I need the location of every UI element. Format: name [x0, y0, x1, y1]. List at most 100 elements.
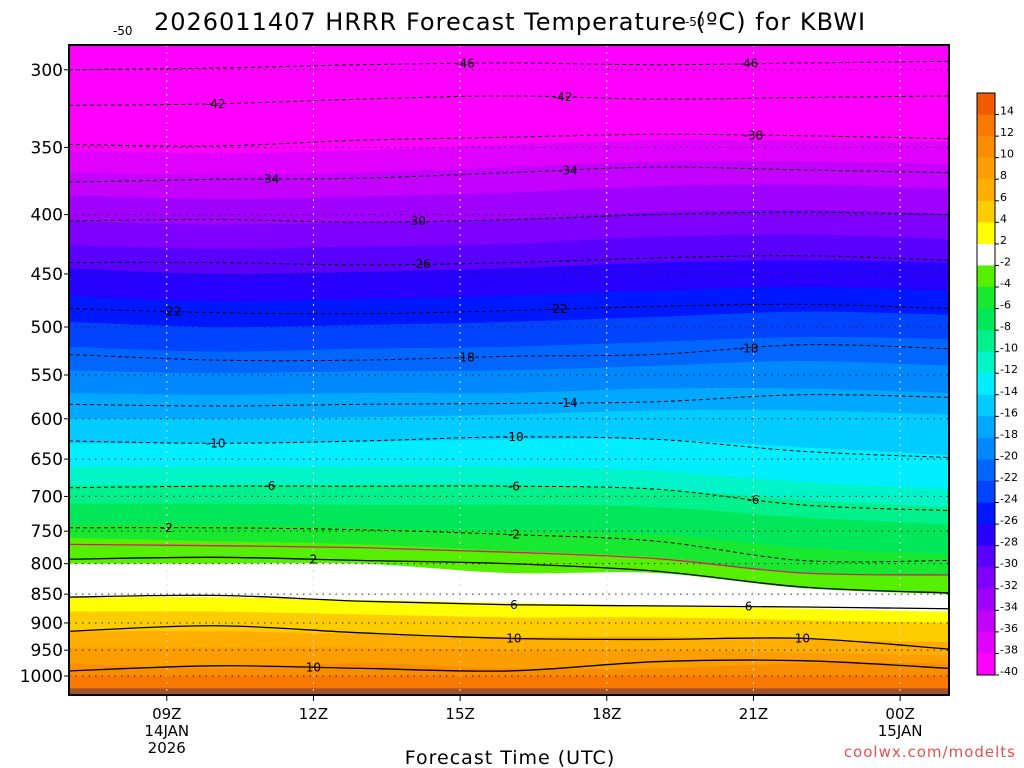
colorbar-swatch--14 [977, 373, 995, 396]
colorbar-label-4: 4 [1000, 212, 1007, 225]
colorbar-swatch--24 [977, 481, 995, 504]
colorbar-swatch-8 [977, 157, 995, 180]
contour-label-10: 10 [306, 661, 321, 675]
contour-label--2: -2 [508, 528, 520, 542]
colorbar-swatch--12 [977, 351, 995, 374]
contour-line-10-19 [69, 659, 949, 672]
colorbar-label-14: 14 [1000, 105, 1014, 118]
colorbar-label--28: -28 [1000, 536, 1018, 549]
colorbar-label--36: -36 [1000, 622, 1018, 635]
contour-label--38: -38 [744, 128, 764, 142]
colorbar-label-8: 8 [1000, 169, 1007, 182]
y-tick-label-950: 950 [31, 641, 63, 661]
contour-label--22: -22 [162, 304, 182, 318]
colorbar-swatch-12 [977, 114, 995, 137]
contour-label-6: 6 [510, 598, 518, 612]
chart-title: 2026011407 HRRR Forecast Temperature (ºC… [154, 8, 866, 36]
colorbar-swatch--36 [977, 610, 995, 633]
colorbar-label-10: 10 [1000, 148, 1014, 161]
x-tick-label-15Z: 15Z [445, 705, 474, 723]
colorbar-label--26: -26 [1000, 514, 1018, 527]
contour-label--10: -10 [504, 430, 524, 444]
colorbar-label--6: -6 [1000, 299, 1011, 312]
y-tick-label-750: 750 [31, 522, 63, 542]
colorbar-swatch--20 [977, 437, 995, 460]
x-tick-label-18Z: 18Z [592, 705, 621, 723]
y-tick-label-500: 500 [31, 318, 63, 338]
contour-line-6-17 [69, 594, 949, 610]
x-tick-date: 15JAN [878, 722, 923, 740]
y-tick-label-900: 900 [31, 614, 63, 634]
colorbar-swatch-2 [977, 222, 995, 245]
colorbar-label--40: -40 [1000, 665, 1018, 678]
contour-label--34: -34 [260, 172, 280, 186]
colorbar-label--22: -22 [1000, 471, 1018, 484]
colorbar-swatch--10 [977, 330, 995, 353]
colorbar-swatch--4 [977, 265, 995, 288]
x-tick-year: 2026 [148, 739, 186, 757]
contour-line-0-15 [69, 543, 949, 576]
colorbar-label--30: -30 [1000, 557, 1018, 570]
x-axis-title: Forecast Time (UTC) [405, 747, 615, 768]
colorbar-label--2: -2 [1000, 255, 1011, 268]
y-tick-label-300: 300 [31, 61, 63, 81]
colorbar-swatch--32 [977, 567, 995, 590]
colorbar-label--10: -10 [1000, 342, 1018, 355]
colorbar-label--8: -8 [1000, 320, 1011, 333]
contour-line-10-18 [69, 625, 949, 650]
colorbar-label--20: -20 [1000, 449, 1018, 462]
colorbar-swatch--6 [977, 287, 995, 310]
colorbar-label--34: -34 [1000, 600, 1018, 613]
colorbar-label--16: -16 [1000, 406, 1018, 419]
y-tick-label-600: 600 [31, 410, 63, 430]
colorbar-swatch--22 [977, 459, 995, 482]
contour-label--2: -2 [161, 521, 173, 535]
y-tick-label-550: 550 [31, 366, 63, 386]
contour-label-6: 6 [745, 600, 753, 614]
contour-label-10: 10 [795, 631, 810, 645]
x-tick-label-12Z: 12Z [299, 705, 328, 723]
y-tick-label-1000: 1000 [20, 667, 63, 687]
temperature-fill-layers [69, 45, 949, 695]
colorbar-label--12: -12 [1000, 363, 1018, 376]
y-tick-label-450: 450 [31, 265, 63, 285]
contour-label--22: -22 [548, 302, 568, 316]
y-tick-label-700: 700 [31, 487, 63, 507]
contour-label--18: -18 [739, 341, 759, 355]
fill-layer-ground [69, 688, 949, 695]
x-tick-label-21Z: 21Z [739, 705, 768, 723]
colorbar-label--4: -4 [1000, 277, 1011, 290]
colorbar-label--38: -38 [1000, 643, 1018, 656]
contour-label--26: -26 [411, 257, 431, 271]
colorbar-swatch--8 [977, 308, 995, 331]
colorbar-label--14: -14 [1000, 385, 1018, 398]
colorbar-label-12: 12 [1000, 126, 1014, 139]
colorbar-swatch--2 [977, 243, 995, 266]
contour-label--30: -30 [406, 214, 426, 228]
x-tick-label-09Z: 09Z [152, 705, 181, 723]
colorbar-frame [976, 92, 996, 676]
colorbar-label--32: -32 [1000, 579, 1018, 592]
colorbar-swatch--26 [977, 502, 995, 525]
colorbar-swatch-6 [977, 179, 995, 202]
y-axis: 2503003504004505005506006507007508008509… [20, 61, 69, 687]
contour-labels: -58-54-50-50-46-46-42-42-38-34-34-30-26-… [113, 15, 810, 675]
colorbar-swatch-4 [977, 200, 995, 223]
contour-label--18: -18 [455, 350, 475, 364]
contour-label--6: -6 [747, 493, 759, 507]
y-tick-label-650: 650 [31, 450, 63, 470]
colorbar-swatch-10 [977, 136, 995, 159]
contour-label--34: -34 [558, 163, 578, 177]
colorbar-label-6: 6 [1000, 191, 1007, 204]
contour-label--50: -50 [113, 24, 133, 38]
contour-label--46: -46 [739, 57, 759, 71]
colorbar-swatch--28 [977, 524, 995, 547]
contour-label--42: -42 [206, 97, 226, 111]
contour-label--14: -14 [558, 396, 578, 410]
colorbar-swatch--38 [977, 631, 995, 654]
source-credit[interactable]: coolwx.com/modelts [844, 743, 1016, 761]
colorbar-swatch--30 [977, 545, 995, 568]
colorbar-label--18: -18 [1000, 428, 1018, 441]
